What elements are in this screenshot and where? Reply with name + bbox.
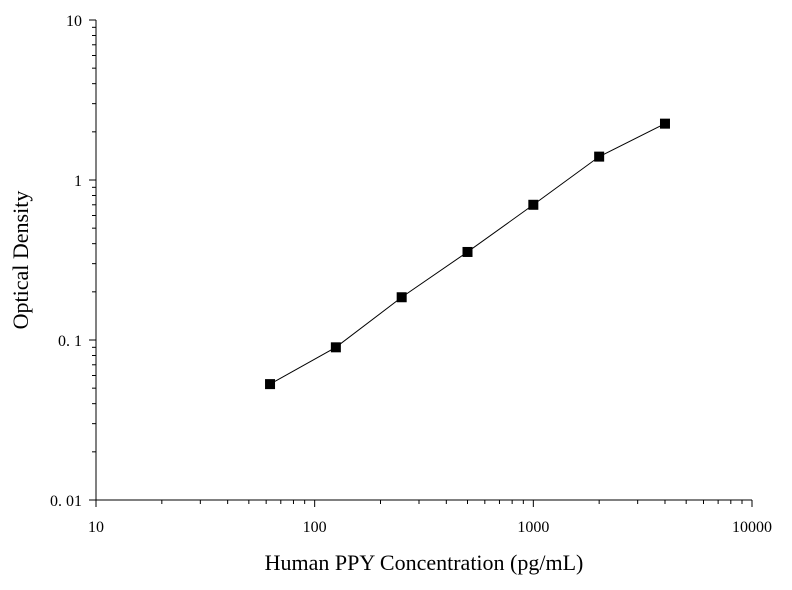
x-tick-label: 10000: [732, 519, 772, 536]
data-point: [330, 342, 341, 353]
ticks: 10 100 1000 10000 0. 01 0. 1 1 10: [50, 13, 772, 536]
data-point: [396, 292, 407, 303]
y-tick-label: 0. 01: [50, 493, 82, 510]
y-tick-label: 1: [74, 173, 82, 190]
y-tick-label: 0. 1: [58, 333, 82, 350]
y-axis-title: Optical Density: [8, 191, 33, 330]
data-point: [594, 151, 605, 162]
data-point: [659, 118, 670, 129]
axes: [95, 20, 752, 501]
x-tick-label: 1000: [517, 519, 549, 536]
y-tick-label: 10: [66, 13, 82, 30]
data-point: [265, 379, 276, 390]
data-series: [265, 118, 670, 390]
x-tick-label: 100: [303, 519, 327, 536]
x-axis-title: Human PPY Concentration (pg/mL): [265, 550, 584, 575]
x-tick-label: 10: [88, 519, 104, 536]
data-point: [462, 246, 473, 257]
data-point: [528, 199, 539, 210]
